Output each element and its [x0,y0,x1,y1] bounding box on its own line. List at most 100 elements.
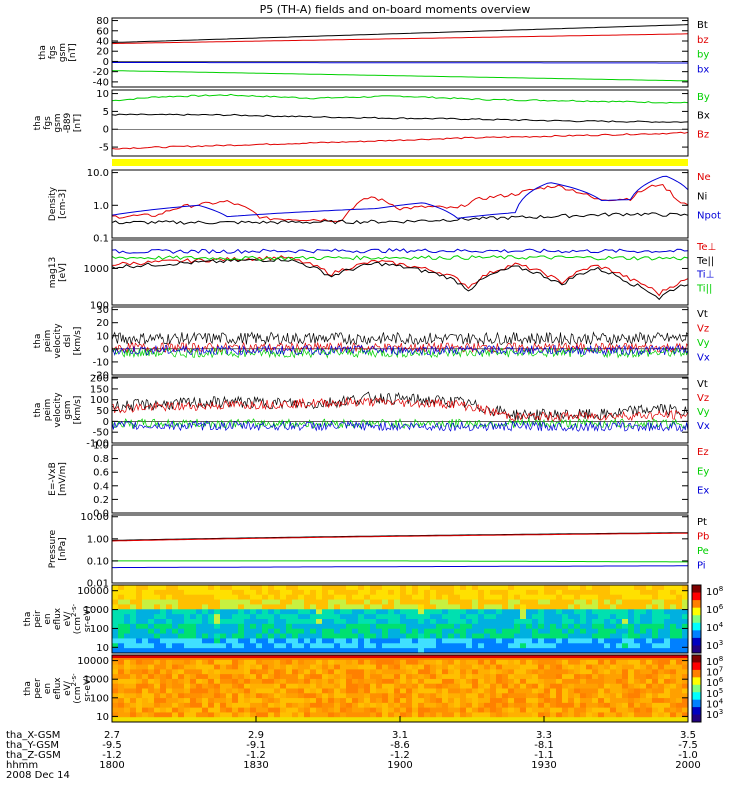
y-tick-label: 100 [90,693,109,704]
series-line-Pi [112,565,688,569]
y-tick-label: 0 [103,125,109,136]
heatmap-cells [112,655,689,723]
series-line-Vx [111,420,689,432]
ephemeris-footer: tha_X-GSM 2.7 2.9 3.1 3.3 3.5 tha_Y-GSM -9.5 -9.… [6,730,701,781]
panel-2: 10 5 0 -5 tha fgs gsm -B89 [nT] By Bx Bz [33,89,710,157]
y-axis-label: E=-VxB [mV/m] [48,462,68,496]
y-axis-label-line: tha [33,334,43,349]
y-tick-label: 1.00 [87,534,109,545]
y-axis-label-line: peir [33,610,43,628]
y-axis-label: tha fgs gsm -B89 [nT] [33,112,83,133]
colorbar-tick-label: 104 [706,621,724,634]
panel-frame [111,89,689,157]
y-tick-label: 100 [90,301,109,312]
y-axis-label-line: tha [33,116,43,131]
legend-label: Pi [697,561,706,572]
y-axis-label-line: fgs [48,45,58,59]
y-tick-label: -20 [93,67,109,78]
series-line-bx [112,62,688,64]
y-axis-label-line: eflux [53,677,63,700]
series-line-Ne [111,183,689,223]
y-axis-label-line: eV/ [63,680,73,696]
y-tick-label: 20 [96,47,109,58]
y-axis-label-line: [nT] [68,43,78,61]
y-tick-label: 0.6 [93,468,109,479]
footer-row-value: -9.1 [246,740,266,751]
panel-frame [111,444,689,514]
panel-8: 10.00 1.00 0.10 0.01 Pressure [nPa] Pt Pb Pe Pi [48,512,709,589]
y-axis-label-line: [km/s] [73,327,83,356]
colorbar-frame [691,584,702,654]
legend-label: bx [697,64,709,75]
y-axis-label-line: [cm-3] [58,189,68,219]
y-axis-label: tha peer en eflux eV/(cm2-s-sr-eV) [23,673,93,704]
series-line-bz [111,33,689,45]
legend-label: Te|| [696,256,714,267]
panel-frame [111,169,689,239]
series-line-Vz [112,396,689,423]
legend-label: Ez [697,447,709,458]
y-axis-label-line: -B89 [63,112,73,133]
y-axis-label-line: Pressure [48,529,58,568]
legend-label: Ex [697,486,709,497]
series-line-Te [111,255,689,297]
colorbar-tick-label: 103 [706,639,723,652]
y-tick-label: 40 [96,37,109,48]
y-tick-label: 0.01 [87,579,109,590]
y-tick-label: 0.0 [93,509,109,520]
y-axis-label-line: Density [48,186,58,221]
y-axis-label-line: tha [23,681,33,696]
panel-frame [111,584,689,654]
y-tick-label: 1.0 [93,441,109,452]
footer-row-label: hhmm [6,760,38,771]
y-axis-label-line: [mV/m] [58,462,68,496]
series-line-Npot [111,175,689,219]
legend-label: By [697,92,710,103]
series-line-Bz [111,131,689,150]
y-axis-label-line: mag13 [48,257,58,288]
panel-5: 30 20 10 0 -10 -20 tha peim velocity dsl [km/s] Vt V… [33,305,710,381]
footer-row-value: -8.6 [390,740,410,751]
y-tick-label: 0.1 [93,234,109,245]
x-axis [111,716,689,722]
y-tick-label: 0.2 [93,495,109,506]
y-tick-label: 50 [96,406,109,417]
series-line-Vy [111,417,689,430]
legend-label: Vz [697,393,709,404]
flag-bar [112,159,688,166]
footer-row-label: tha_Z-GSM [6,750,61,761]
y-tick-label: 1000 [84,605,109,616]
colorbar: 108 106 104 103 [691,584,724,654]
y-tick-label: -5 [99,143,109,154]
series-line-Ti [111,248,689,254]
heatmap-cells [112,585,689,654]
colorbar-tick-label: 108 [706,585,723,598]
y-tick-label: -100 [86,439,109,450]
y-axis-label-line: peim [43,399,53,422]
footer-row-value: -9.5 [102,740,122,751]
legend-label: Vy [697,407,710,418]
y-axis-label-line: sr-eV) [83,606,93,632]
legend-label: Pt [697,517,707,528]
y-tick-label: 0.8 [93,454,109,465]
legend-label: Ne [697,172,711,183]
y-tick-label: 0 [103,344,109,355]
footer-date: 2008 Dec 14 [6,770,70,781]
y-axis-label-line: tha [23,612,33,627]
y-tick-label: 1000 [84,264,109,275]
y-axis-label-line: [eV] [58,263,68,282]
y-tick-label: 0.4 [93,481,109,492]
y-axis-label-line: gsm [58,43,68,62]
y-axis-label-line: gsm [63,400,73,419]
y-tick-label: 20 [96,318,109,329]
y-axis-label-line: velocity [53,392,63,428]
y-axis-label: Density [cm-3] [48,186,68,221]
series-line-Ti [111,255,689,261]
heatmap-top-band [112,655,688,658]
colorbar-tick-label: 103 [706,708,723,721]
panel-4: 1000 100 mag13 [eV] Te⊥ Te|| Ti⊥ Ti|| [48,239,716,312]
series-line-Vz [111,341,689,354]
legend-label: Ni [697,191,707,202]
